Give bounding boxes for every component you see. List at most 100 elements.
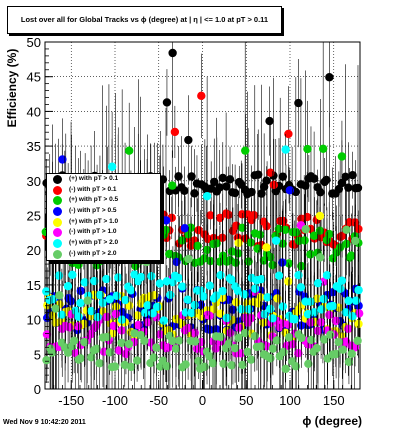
data-point <box>254 170 263 179</box>
data-point <box>174 273 183 283</box>
data-point <box>238 360 247 370</box>
data-point <box>325 310 334 320</box>
data-point <box>336 284 345 293</box>
data-point <box>240 290 249 299</box>
legend-marker <box>53 175 62 184</box>
legend-label: (-) with pT > 2.0 <box>69 249 117 257</box>
data-point <box>190 300 199 310</box>
data-point <box>306 250 315 259</box>
data-point <box>42 287 51 296</box>
data-point <box>76 298 85 308</box>
legend-entry: (-) with pT > 0.5 <box>47 206 160 217</box>
data-point <box>143 301 152 310</box>
data-point <box>121 295 130 305</box>
data-point <box>107 162 117 171</box>
data-point <box>152 343 161 352</box>
data-point <box>68 270 77 279</box>
data-point <box>51 304 60 313</box>
y-tick-label: 35 <box>27 139 41 154</box>
data-point <box>117 338 126 348</box>
data-point <box>319 294 328 304</box>
data-point <box>63 281 73 291</box>
data-point <box>279 347 288 357</box>
data-point <box>95 359 104 368</box>
data-point <box>168 48 177 58</box>
data-point <box>177 236 187 245</box>
data-point <box>211 344 221 353</box>
data-point <box>234 238 243 248</box>
data-point <box>171 344 181 353</box>
data-point <box>187 308 196 318</box>
data-point <box>162 361 172 371</box>
legend-entry: (+) with pT > 1.0 <box>47 217 160 228</box>
y-tick-label: 25 <box>27 209 41 224</box>
y-tick-label: 20 <box>27 243 41 258</box>
legend: (+) with pT > 0.1 (-) with pT > 0.1 (+) wi… <box>46 173 161 261</box>
data-point <box>354 309 364 318</box>
data-point <box>351 296 361 305</box>
data-point <box>260 310 269 319</box>
data-point <box>219 359 228 368</box>
data-point <box>147 271 156 281</box>
data-point <box>170 127 180 137</box>
data-point <box>205 352 214 361</box>
legend-label: (-) with pT > 0.5 <box>69 207 117 215</box>
data-point <box>136 272 146 282</box>
legend-label: (+) with pT > 2.0 <box>69 239 119 247</box>
data-point <box>224 339 233 349</box>
data-point <box>166 290 175 300</box>
data-point <box>47 348 57 357</box>
data-point <box>74 260 83 269</box>
data-point <box>353 183 363 193</box>
data-point <box>95 290 105 300</box>
data-point <box>117 315 127 324</box>
data-point <box>212 239 221 248</box>
data-point <box>250 284 260 293</box>
data-point <box>194 356 203 366</box>
data-point <box>93 312 102 322</box>
data-point <box>227 361 236 370</box>
legend-entry: (-) with pT > 1.0 <box>47 227 160 238</box>
y-tick-label: 45 <box>27 70 41 85</box>
data-point <box>241 146 250 155</box>
legend-entry: (+) with pT > 2.0 <box>47 238 160 249</box>
data-point <box>331 316 341 326</box>
x-tick-label: -50 <box>149 393 168 408</box>
legend-entry: (+) with pT > 0.1 <box>47 174 160 185</box>
data-point <box>206 211 215 220</box>
data-point <box>315 211 325 221</box>
data-point <box>192 344 202 353</box>
data-point <box>344 324 353 334</box>
data-point <box>130 270 139 279</box>
data-point <box>257 274 266 284</box>
data-point <box>250 331 259 341</box>
data-point <box>159 316 169 325</box>
data-point <box>309 308 319 317</box>
data-point <box>112 291 121 301</box>
data-point <box>256 342 266 351</box>
data-point <box>306 297 315 306</box>
data-point <box>174 336 184 345</box>
data-point <box>134 320 143 330</box>
data-point <box>208 359 218 368</box>
x-tick-label: 50 <box>239 393 253 408</box>
data-point <box>284 259 294 268</box>
data-point <box>281 364 290 374</box>
data-point <box>74 312 83 321</box>
data-point <box>303 144 312 154</box>
data-point <box>162 216 171 225</box>
data-point <box>230 188 240 198</box>
data-point <box>259 318 268 327</box>
data-point <box>196 300 205 310</box>
data-point <box>350 343 360 352</box>
data-point <box>199 292 208 301</box>
data-point <box>184 254 193 264</box>
data-point <box>76 286 86 296</box>
data-point <box>344 183 353 192</box>
data-point <box>266 354 275 363</box>
data-point <box>274 271 284 280</box>
data-point <box>331 349 341 359</box>
data-point <box>233 286 243 296</box>
y-tick-label: 40 <box>27 104 41 119</box>
data-point <box>347 251 356 260</box>
